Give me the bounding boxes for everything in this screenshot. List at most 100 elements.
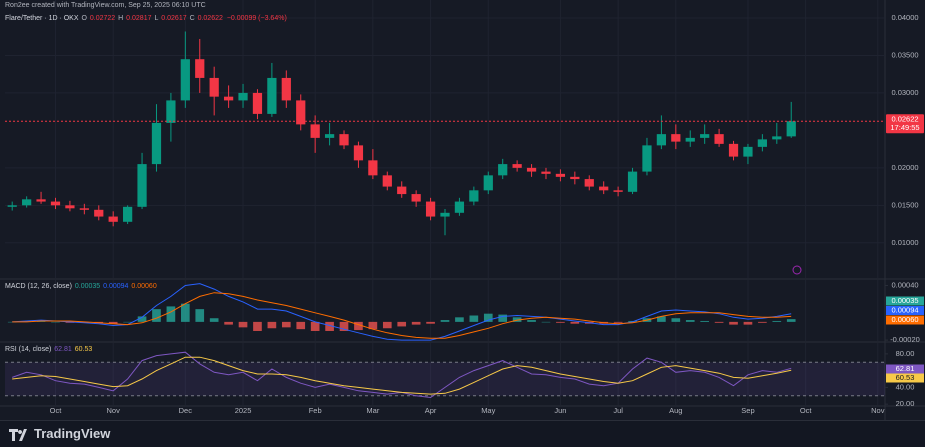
- candle-body: [339, 134, 349, 146]
- change: −0.00099 (−3.64%): [226, 15, 287, 22]
- chart: Oct Nov Dec 2025 Feb Mar Apr May Jun Jul Aug Sep Oct…: [0, 0, 925, 420]
- credit: Ron2ee created with TradingView.com, Sep…: [5, 2, 206, 9]
- candle-body: [195, 59, 205, 78]
- ohlc-value: 0.02622: [197, 15, 223, 22]
- histogram-bar: [758, 321, 767, 323]
- candle-body: [296, 100, 306, 125]
- candle-body: [700, 134, 710, 138]
- x-tick-label: Apr: [425, 406, 437, 415]
- y-tick-label: 0.03000: [891, 88, 918, 97]
- candle-body: [627, 171, 638, 192]
- histogram-bar: [325, 321, 334, 331]
- histogram-bar: [195, 309, 205, 322]
- candle-body: [584, 179, 594, 187]
- candle-body: [425, 201, 436, 217]
- candle-body: [252, 92, 263, 114]
- candle-body: [151, 122, 162, 165]
- rsi-band: [5, 362, 885, 396]
- candle-body: [310, 124, 320, 138]
- candle-body: [324, 134, 335, 138]
- candle-body: [238, 92, 248, 101]
- histogram-bar: [166, 306, 176, 322]
- candle-body: [512, 164, 522, 168]
- candle-body: [498, 164, 508, 176]
- candle-body: [772, 136, 782, 140]
- x-tick-label: Oct: [800, 406, 813, 415]
- ohlc-value: 0.02817: [126, 15, 152, 22]
- axis-value-tag: [886, 296, 924, 306]
- y-tick-label: 0.01000: [891, 238, 918, 247]
- countdown: 17:49:55: [890, 123, 919, 132]
- histogram-bar: [397, 321, 407, 327]
- candle-body: [613, 190, 623, 192]
- candle-body: [180, 59, 190, 101]
- histogram-bar: [137, 316, 147, 322]
- symbol: Flare/Tether · 1D · OKX: [5, 15, 79, 22]
- candle-body: [108, 216, 118, 222]
- ohlc-value: 0.02722: [89, 15, 116, 22]
- candle-body: [685, 137, 695, 142]
- candle-body: [469, 190, 479, 202]
- axis-value-tag: [886, 315, 924, 325]
- histogram-bar: [339, 321, 349, 331]
- candle-body: [599, 186, 609, 191]
- candle-body: [483, 175, 493, 191]
- histogram-bar: [541, 321, 551, 323]
- x-tick-label: Aug: [669, 406, 682, 415]
- series-line: [12, 283, 792, 341]
- histogram-bar: [671, 318, 681, 322]
- candle-body: [79, 208, 89, 210]
- macd-legend-value: 0.00060: [131, 283, 157, 290]
- macd-values: 0.00035 0.00094 0.00060: [75, 283, 158, 290]
- histogram-bar: [729, 321, 738, 325]
- histogram-bar: [483, 313, 493, 322]
- candle-body: [541, 171, 551, 174]
- histogram-bar: [455, 317, 464, 322]
- x-tick-label: Sep: [741, 406, 754, 415]
- histogram-bar: [368, 321, 378, 330]
- event-icon: [792, 265, 802, 275]
- candle-body: [65, 205, 75, 209]
- histogram-bar: [310, 321, 320, 331]
- candle-body: [22, 199, 32, 206]
- macd-legend-value: 0.00094: [103, 283, 129, 290]
- axis-value-tag: [886, 364, 924, 374]
- logo: [9, 429, 27, 441]
- candle-body: [397, 186, 407, 195]
- histogram-bar: [411, 321, 421, 325]
- macd-legend-value: 0.00035: [74, 283, 101, 290]
- histogram-bar: [296, 321, 306, 330]
- axis-value-label: 0.00094: [891, 305, 918, 314]
- candle-body: [123, 206, 133, 222]
- histogram-bar: [527, 320, 536, 322]
- rsi-value: 62.81: [54, 346, 72, 353]
- histogram-bar: [772, 320, 782, 322]
- candle-body: [223, 96, 234, 101]
- x-tick-label: Nov: [107, 406, 121, 415]
- histogram-bar: [657, 316, 666, 322]
- axis-value-tag: [886, 306, 924, 315]
- axis-value-tag: [886, 373, 924, 383]
- y-tick-label: 40.00: [896, 382, 915, 391]
- candle-body: [728, 143, 739, 157]
- x-tick-label: 2025: [235, 406, 252, 415]
- macd-title: MACD (12, 26, close): [5, 283, 72, 290]
- candle-body: [454, 201, 465, 213]
- x-tick-label: Jul: [613, 406, 623, 415]
- rsi-legend: RSI (14, close) 62.81 60.53: [5, 346, 93, 353]
- candle-body: [382, 175, 392, 187]
- candle-body: [642, 145, 652, 172]
- candle-body: [353, 145, 364, 161]
- x-tick-label: Mar: [366, 406, 379, 415]
- histogram-bar: [685, 320, 695, 322]
- logo-mark: [9, 429, 27, 441]
- histogram-bar: [570, 321, 580, 324]
- series-line: [12, 356, 792, 395]
- brand: TradingView: [34, 426, 111, 441]
- histogram-bar: [267, 321, 277, 329]
- x-tick-label: Jun: [554, 406, 566, 415]
- last-price-tag: [886, 114, 924, 134]
- candle-body: [526, 167, 537, 172]
- y-tick-label: 80.00: [896, 349, 915, 358]
